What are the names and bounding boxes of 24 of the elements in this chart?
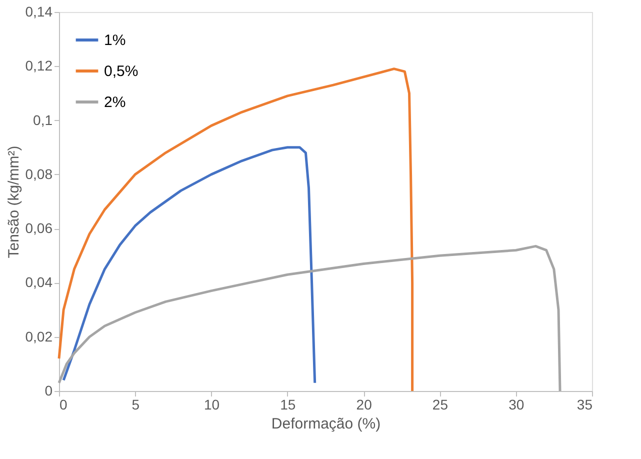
y-tick-label: 0 [44,382,53,398]
x-tick-label: 5 [132,396,140,412]
x-tick-label: 10 [204,396,220,412]
line-series [62,146,316,384]
x-tick-label: 20 [356,396,372,412]
line-series [58,244,562,392]
legend-label: 1% [104,32,126,49]
y-tick-label: 0,06 [25,220,53,236]
y-tick-label: 0,12 [25,58,53,74]
y-tick-label: 0,02 [25,328,53,344]
legend-label: 0,5% [104,63,138,80]
x-tick-label: 15 [280,396,296,412]
y-tick-label: 0,1 [33,112,53,128]
y-axis-title: Tensão (kg/mm²) [5,146,22,258]
y-tick-label: 0,08 [25,166,53,182]
x-tick-label: 0 [60,396,68,412]
line-series [58,68,414,392]
x-tick-label: 35 [576,396,593,412]
legend-label: 2% [104,94,126,111]
x-axis-title: Deformação (%) [271,416,381,432]
y-tick-label: 0,14 [25,4,53,20]
x-tick-label: 25 [432,396,448,412]
y-tick-label: 0,04 [25,274,53,290]
x-tick-label: 30 [508,396,524,412]
